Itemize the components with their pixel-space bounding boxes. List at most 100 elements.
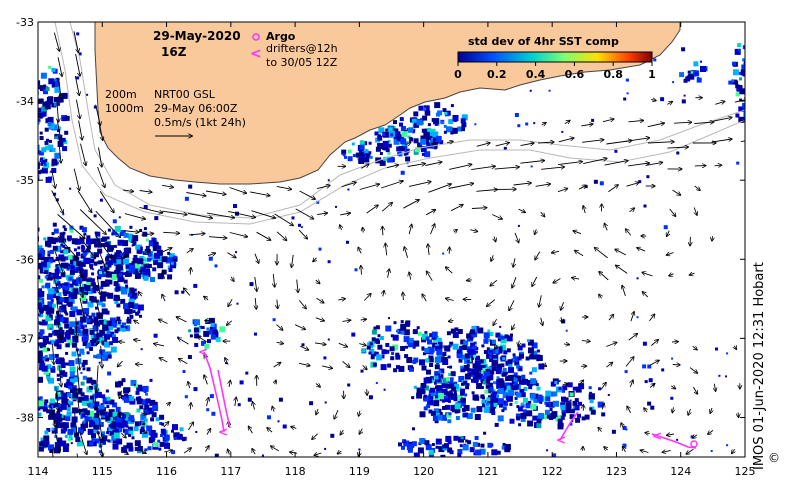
sst-cell [536, 355, 543, 361]
sst-cell [530, 393, 536, 399]
sst-cell [395, 352, 400, 357]
sst-cell [382, 133, 386, 137]
sst-cell [460, 365, 464, 369]
sst-cell [125, 262, 132, 269]
sst-cell [27, 108, 31, 112]
sst-cell [167, 274, 173, 280]
current-arrow [541, 123, 546, 125]
sst-cell [133, 383, 138, 388]
sst-cell [2, 261, 6, 265]
sst-cell [66, 335, 71, 340]
sst-cell [395, 354, 401, 360]
sst-cell [521, 343, 526, 348]
sst-cell [519, 367, 522, 371]
sst-cell [44, 404, 48, 408]
sst-cell [467, 440, 472, 445]
sst-cell [112, 443, 119, 450]
sst-cell [115, 288, 119, 292]
sst-cell [469, 349, 476, 356]
current-arrow [578, 380, 583, 386]
sst-cell [436, 414, 443, 421]
sst-cell [49, 398, 55, 404]
sst-cell [140, 266, 146, 272]
current-arrow [55, 386, 59, 411]
sst-cell [427, 127, 432, 132]
sst-cell [670, 396, 674, 400]
current-arrow [604, 224, 607, 231]
sst-cell [54, 269, 60, 274]
sst-cell [429, 333, 434, 338]
current-arrow [315, 384, 320, 388]
current-arrow [228, 298, 233, 306]
sst-cell [527, 339, 534, 346]
sst-cell [387, 152, 391, 155]
sst-cell [206, 327, 210, 331]
sst-cell [502, 406, 507, 411]
sst-cell [13, 367, 17, 371]
sst-cell [405, 156, 411, 162]
sst-cell [437, 393, 444, 399]
sst-cell [156, 256, 162, 262]
current-arrow [187, 212, 212, 218]
sst-cell [625, 78, 629, 82]
sst-cell [98, 450, 102, 454]
sst-cell [20, 304, 24, 308]
sst-cell [362, 349, 366, 353]
sst-cell [422, 383, 427, 388]
sst-cell [483, 406, 490, 413]
sst-cell [120, 286, 125, 291]
sst-cell [567, 382, 573, 388]
sst-cell [69, 371, 75, 377]
sst-cell [744, 51, 745, 58]
sst-cell [423, 394, 427, 398]
sst-cell [34, 323, 37, 326]
sst-cell [62, 308, 67, 313]
sst-cell [495, 332, 501, 338]
sst-cell [140, 426, 145, 431]
sst-cell [1, 350, 5, 354]
sst-cell [38, 275, 41, 280]
current-arrow [359, 184, 380, 190]
sst-cell [432, 342, 438, 348]
sst-cell [489, 407, 495, 414]
sst-cell [21, 361, 27, 367]
sst-cell [434, 396, 440, 402]
sst-cell [500, 337, 507, 344]
sst-cell [418, 105, 424, 111]
sst-cell [368, 141, 372, 145]
current-arrow [446, 267, 453, 274]
sst-cell [623, 97, 627, 101]
sst-cell [437, 408, 442, 413]
sst-cell [79, 238, 85, 244]
sst-cell [446, 377, 450, 382]
sst-cell [449, 341, 454, 346]
sst-cell [548, 401, 555, 408]
sst-cell [499, 344, 506, 351]
sst-cell [0, 408, 4, 412]
sst-cell [397, 328, 403, 334]
sst-cell [123, 387, 126, 390]
sst-cell [26, 78, 32, 84]
sst-cell [464, 393, 468, 397]
current-arrow [249, 426, 253, 434]
sst-cell [504, 334, 509, 339]
sst-cell [0, 326, 2, 331]
sst-cell [736, 161, 740, 165]
sst-cell [351, 332, 356, 337]
sst-cell [469, 447, 475, 453]
sst-cell [676, 151, 680, 155]
sst-cell [442, 108, 447, 113]
credit-label: IMOS 01-Jun-2020 12:31 Hobart [752, 262, 767, 470]
sst-cell [2, 322, 7, 327]
sst-cell [99, 198, 103, 202]
sst-cell [413, 452, 420, 457]
current-arrow [447, 141, 453, 142]
sst-cell [738, 106, 744, 112]
sst-cell [519, 353, 524, 359]
sst-cell [442, 352, 447, 356]
sst-cell [462, 412, 468, 418]
sst-cell [0, 308, 3, 311]
sst-cell [18, 370, 21, 373]
sst-cell [43, 368, 50, 375]
sst-cell [111, 424, 117, 429]
